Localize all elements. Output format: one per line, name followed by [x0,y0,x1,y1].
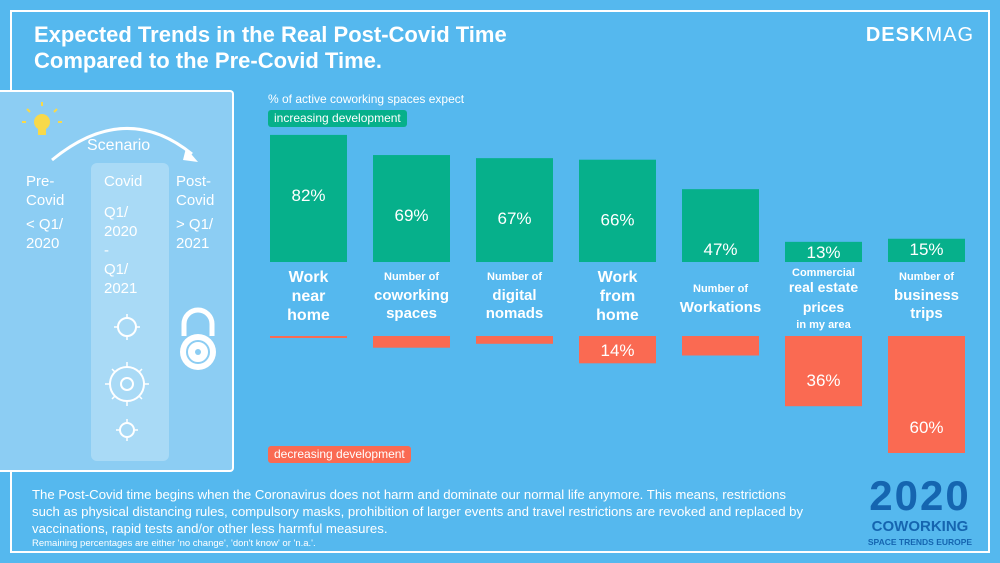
bar-decrease [270,336,347,338]
bar-increase-label: 13% [806,243,840,262]
bar-increase [888,238,965,262]
deskmag-brand: DESKMAG [865,24,974,46]
footnote: Remaining percentages are either 'no cha… [32,538,316,549]
category-label: real estate [789,279,858,295]
chart-title: % of active coworking spaces expect [268,92,465,106]
virus-spikes [105,314,149,441]
category-label: Work [289,269,329,286]
bar-increase-label: 66% [600,211,634,230]
bar-increase-label: 15% [909,240,943,259]
category-small-label: Number of [487,271,542,283]
category-label: from [600,288,636,305]
pre-covid-label: Pre- Covid < Q1/2020 [26,173,65,252]
category-label: home [596,307,639,324]
category-small-label: Number of [693,283,748,295]
bar-decrease-label: 60% [909,418,943,437]
bar-increase [373,155,450,262]
category-label: home [287,307,330,324]
post-covid-label: Post- Covid > Q1/2021 [176,173,215,252]
bar-increase [476,158,553,262]
category-label: business [894,287,959,304]
footer-text: The Post-Covid time begins when the Coro… [32,487,804,536]
category-label: digital [492,287,536,304]
category-label: trips [910,305,943,322]
category-label: coworking [374,287,449,304]
category-small-label: Number of [384,271,439,283]
bar-increase [270,134,347,262]
bar-increase [785,241,862,262]
bar-decrease [682,336,759,356]
bar-increase-label: 47% [703,240,737,259]
bar-increase-label: 82% [291,186,325,205]
legend-increasing: increasing development [268,110,407,127]
bar-decrease [476,336,553,344]
category-label: prices [803,299,844,315]
scenario-graphics [22,102,216,441]
bar-increase [682,189,759,262]
category-label: Workations [680,299,761,316]
category-small-label: Commercial [792,267,855,279]
light-bulb-icon [22,102,62,135]
covid-column [91,163,169,461]
bar-decrease [785,336,862,407]
scenario-label: Scenario [87,137,151,154]
bar-increase [579,159,656,262]
bar-decrease [579,336,656,364]
bar-increase-label: 69% [394,206,428,225]
bar-decrease-label: 36% [806,371,840,390]
category-small-label: in my area [796,319,851,331]
category-label: near [292,288,326,305]
padlock-icon [180,307,216,370]
page-title: Expected Trends in the Real Post-Covid T… [34,22,507,73]
category-label: Work [598,269,638,286]
legend-decreasing: decreasing development [268,446,411,463]
coworking-logo: 2020 COWORKING SPACE TRENDS EUROPE [867,472,973,548]
bar-decrease-label: 14% [600,341,634,360]
category-small-label: Number of [899,271,954,283]
bar-increase-label: 67% [497,209,531,228]
category-label: nomads [486,305,544,322]
bar-decrease [888,336,965,453]
covid-label: Covid Q1/2020- Q1/2021 [104,173,143,297]
bar-decrease [373,336,450,348]
bar-chart: 82% Work near home 69% Number of coworkingspac… [270,134,965,453]
category-label: spaces [386,305,437,322]
arc-arrow-icon [51,126,198,162]
